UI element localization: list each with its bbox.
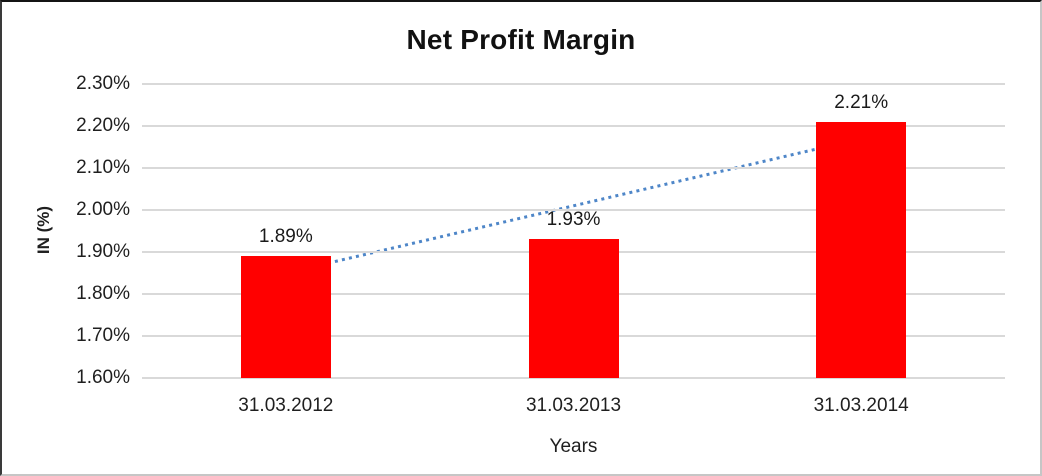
x-tick-label: 31.03.2012 bbox=[238, 395, 334, 416]
y-tick-label: 2.00% bbox=[76, 199, 130, 220]
x-tick-label: 31.03.2013 bbox=[525, 395, 622, 416]
bar bbox=[528, 239, 619, 378]
bar bbox=[816, 121, 907, 378]
y-tick-label: 2.30% bbox=[76, 73, 130, 94]
plot-area: 2.30% 2.20% 2.10% 2.00% 1.90% 1.80% 1.70% 1.60%… bbox=[76, 73, 1005, 416]
y-tick-label: 2.10% bbox=[76, 157, 130, 178]
gridline bbox=[142, 167, 1005, 169]
gridline bbox=[142, 83, 1005, 85]
x-tick-label: 31.03.2014 bbox=[813, 395, 909, 416]
y-axis-title: IN (%) bbox=[34, 205, 53, 255]
data-label: 1.93% bbox=[546, 209, 601, 231]
chart-title: Net Profit Margin bbox=[406, 24, 636, 55]
y-tick-label: 2.20% bbox=[76, 115, 130, 136]
y-tick-label: 1.90% bbox=[76, 241, 130, 262]
bar bbox=[240, 256, 331, 378]
gridline bbox=[142, 377, 1005, 379]
x-axis-title: Years bbox=[549, 436, 598, 457]
data-label: 1.89% bbox=[258, 226, 313, 248]
gridline bbox=[142, 125, 1005, 127]
gridline bbox=[142, 209, 1005, 211]
y-tick-label: 1.70% bbox=[76, 325, 130, 346]
y-tick-label: 1.60% bbox=[76, 367, 130, 388]
y-tick-label: 1.80% bbox=[76, 283, 130, 304]
data-label: 2.21% bbox=[834, 91, 889, 113]
